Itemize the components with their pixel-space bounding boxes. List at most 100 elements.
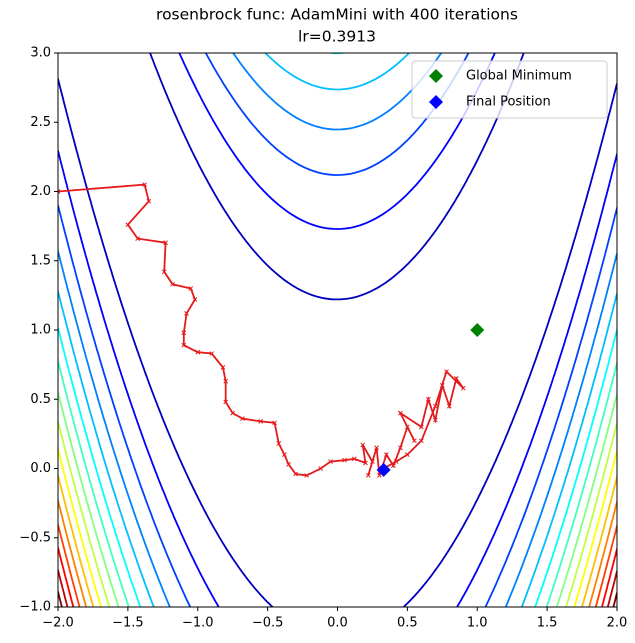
y-tick-label: −0.5: [19, 530, 51, 545]
x-tick-label: −1.0: [182, 616, 214, 631]
contour-line: [58, 53, 617, 607]
path-point: [293, 471, 298, 477]
y-tick-label: 1.0: [30, 323, 51, 338]
path-point: [393, 459, 399, 464]
path-point: [240, 416, 245, 421]
chart-title: rosenbrock func: AdamMini with 400 itera…: [156, 6, 518, 24]
path-point: [209, 351, 215, 356]
path-point: [365, 473, 371, 478]
path-point: [276, 441, 282, 446]
path-point: [181, 330, 187, 336]
contour-line: [58, 53, 617, 607]
marker: [376, 462, 391, 477]
path-point: [220, 365, 226, 370]
x-tick-label: −1.5: [112, 616, 144, 631]
path-point: [195, 349, 201, 355]
path-point: [363, 460, 368, 466]
legend-marker: [429, 69, 443, 83]
path-point: [170, 281, 175, 287]
path-point: [304, 473, 310, 478]
plot-area: [58, 53, 617, 607]
path-point: [412, 438, 417, 444]
y-tick-label: 0.0: [30, 461, 51, 476]
path-point: [258, 419, 263, 424]
path-point: [58, 189, 61, 194]
contour-line: [58, 474, 617, 607]
contour-line: [58, 569, 617, 607]
path-point: [146, 198, 152, 204]
legend: Global Minimum Final Position: [411, 60, 608, 119]
path-point: [377, 473, 382, 478]
contour-line: [58, 53, 617, 607]
contour-line: [58, 448, 617, 607]
axes-frame: [57, 52, 618, 608]
contour-line: [58, 590, 617, 607]
x-tick-label: −2.0: [42, 616, 74, 631]
path-point: [342, 457, 347, 463]
y-tick-label: −1.0: [19, 600, 51, 615]
path-point: [318, 466, 324, 471]
path-point: [192, 297, 198, 302]
path-point: [405, 452, 410, 458]
axes: −2.0 −1.5 −1.0 −0.5 0.0 0.5 1.0 1.5 2.0 −1.0 −0.5 0…: [19, 46, 627, 631]
path-point: [181, 342, 187, 348]
path-point: [444, 369, 449, 374]
legend-box: [411, 60, 608, 119]
path-point: [272, 420, 277, 426]
path-point: [446, 403, 452, 409]
path-point: [374, 445, 379, 451]
path-point: [384, 452, 389, 458]
x-tick-label: 0.0: [327, 616, 348, 631]
path-point: [125, 222, 131, 228]
path-point: [439, 383, 445, 388]
y-tick-label: 2.0: [30, 184, 51, 199]
x-tick-label: −0.5: [252, 616, 284, 631]
path-point: [188, 286, 194, 291]
y-tick-label: 0.5: [30, 392, 51, 407]
chart-subtitle: lr=0.3913: [298, 28, 376, 46]
contour-line: [58, 360, 617, 607]
y-tick-label: 2.5: [30, 115, 51, 130]
legend-marker: [429, 95, 443, 109]
x-tick-label: 1.5: [537, 616, 558, 631]
path-point: [460, 385, 466, 391]
contour-line: [58, 523, 617, 607]
path-point: [135, 236, 141, 241]
contour-line: [58, 53, 617, 607]
path-point: [142, 182, 147, 187]
path-point: [432, 417, 438, 423]
x-tick-label: 0.5: [397, 616, 418, 631]
y-tick-label: 1.5: [30, 253, 51, 268]
path-point: [184, 311, 189, 316]
path-point: [360, 442, 366, 448]
path-point: [223, 378, 229, 384]
legend-label: Final Position: [466, 95, 551, 110]
path-point: [398, 410, 403, 416]
path-point: [223, 399, 229, 405]
contour-line: [58, 420, 617, 607]
path-point: [391, 463, 396, 469]
path-point: [163, 240, 168, 246]
path-point: [282, 452, 287, 458]
path-point: [453, 376, 459, 381]
path-point: [328, 459, 333, 464]
y-tick-label: 3.0: [30, 46, 51, 61]
path-point: [161, 269, 167, 275]
legend-label: Global Minimum: [466, 69, 572, 84]
contour-line: [58, 53, 617, 607]
path-point: [405, 424, 410, 430]
optimizer-path: [58, 183, 465, 477]
x-tick-label: 1.0: [467, 616, 488, 631]
path-point: [418, 438, 424, 444]
path-point: [432, 403, 438, 409]
path-point: [351, 456, 357, 462]
path-point: [230, 410, 236, 416]
contour-line: [58, 53, 617, 607]
contour-line: [58, 391, 617, 607]
marker: [470, 323, 485, 337]
contour-line: [58, 499, 617, 607]
x-tick-label: 2.0: [607, 616, 628, 631]
path-point: [286, 461, 291, 467]
path-point: [398, 445, 403, 451]
